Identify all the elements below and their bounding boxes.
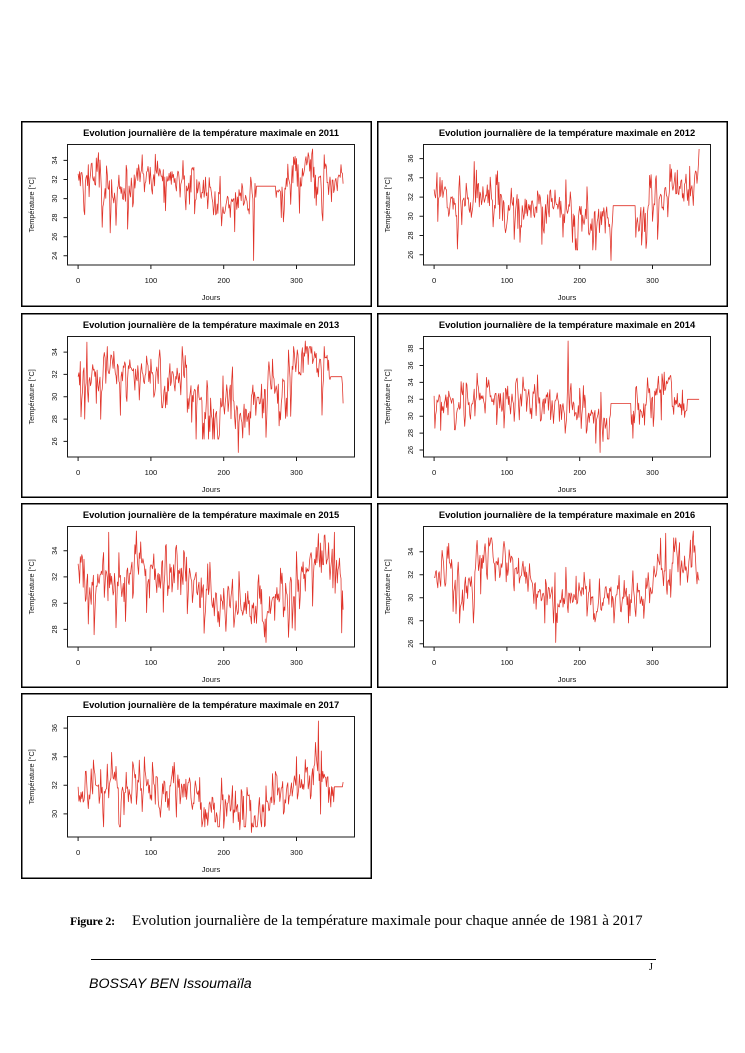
svg-text:Température [°C]: Température [°C]: [27, 749, 36, 804]
svg-text:300: 300: [290, 848, 303, 857]
svg-text:30: 30: [406, 412, 415, 420]
svg-text:34: 34: [50, 547, 59, 555]
svg-text:28: 28: [406, 231, 415, 239]
svg-text:32: 32: [50, 573, 59, 581]
svg-text:34: 34: [50, 348, 59, 356]
svg-text:100: 100: [145, 276, 158, 285]
svg-text:100: 100: [501, 276, 514, 285]
svg-text:100: 100: [501, 468, 514, 477]
svg-text:36: 36: [406, 155, 415, 163]
svg-text:Température [°C]: Température [°C]: [27, 177, 36, 232]
svg-text:32: 32: [50, 781, 59, 789]
svg-text:300: 300: [646, 468, 659, 477]
svg-text:0: 0: [76, 468, 80, 477]
svg-text:300: 300: [646, 276, 659, 285]
svg-text:Jours: Jours: [558, 675, 577, 684]
svg-text:28: 28: [406, 429, 415, 437]
svg-text:Température [°C]: Température [°C]: [27, 559, 36, 614]
svg-text:36: 36: [406, 361, 415, 369]
svg-text:30: 30: [50, 810, 59, 818]
svg-text:Evolution journalière de la te: Evolution journalière de la température …: [83, 127, 339, 138]
svg-text:32: 32: [50, 175, 59, 183]
svg-text:100: 100: [145, 848, 158, 857]
svg-text:26: 26: [50, 233, 59, 241]
svg-text:Evolution journalière de la te: Evolution journalière de la température …: [83, 699, 339, 710]
svg-text:26: 26: [406, 251, 415, 259]
svg-text:300: 300: [290, 276, 303, 285]
svg-text:200: 200: [573, 468, 586, 477]
svg-text:30: 30: [50, 393, 59, 401]
svg-text:0: 0: [76, 658, 80, 667]
svg-text:26: 26: [406, 446, 415, 454]
svg-text:28: 28: [50, 625, 59, 633]
svg-text:32: 32: [406, 571, 415, 579]
svg-text:Jours: Jours: [558, 293, 577, 302]
svg-text:200: 200: [217, 658, 230, 667]
svg-text:Jours: Jours: [202, 675, 221, 684]
svg-text:34: 34: [406, 174, 415, 182]
svg-text:Température [°C]: Température [°C]: [27, 369, 36, 424]
svg-text:Jours: Jours: [202, 865, 221, 874]
svg-text:Evolution journalière de la te: Evolution journalière de la température …: [439, 319, 696, 330]
svg-text:200: 200: [573, 658, 586, 667]
svg-text:200: 200: [217, 848, 230, 857]
svg-text:0: 0: [432, 468, 436, 477]
svg-text:Jours: Jours: [202, 293, 221, 302]
svg-text:26: 26: [50, 437, 59, 445]
svg-text:32: 32: [406, 395, 415, 403]
svg-text:26: 26: [406, 640, 415, 648]
svg-text:300: 300: [646, 658, 659, 667]
svg-text:38: 38: [406, 345, 415, 353]
svg-text:28: 28: [50, 214, 59, 222]
svg-text:Jours: Jours: [558, 485, 577, 494]
svg-text:Jours: Jours: [202, 485, 221, 494]
svg-text:34: 34: [50, 753, 59, 761]
svg-text:32: 32: [406, 193, 415, 201]
svg-text:34: 34: [406, 548, 415, 556]
svg-text:100: 100: [145, 658, 158, 667]
svg-text:Evolution journalière de la te: Evolution journalière de la température …: [439, 509, 695, 520]
svg-text:30: 30: [406, 594, 415, 602]
svg-text:Température [°C]: Température [°C]: [383, 177, 392, 232]
svg-text:300: 300: [290, 658, 303, 667]
svg-text:0: 0: [76, 276, 80, 285]
svg-text:30: 30: [50, 599, 59, 607]
svg-text:Température [°C]: Température [°C]: [383, 369, 392, 424]
svg-text:Evolution journalière de la te: Evolution journalière de la température …: [83, 509, 339, 520]
svg-text:200: 200: [573, 276, 586, 285]
svg-text:100: 100: [145, 468, 158, 477]
svg-text:Température [°C]: Température [°C]: [383, 559, 392, 614]
svg-text:200: 200: [217, 276, 230, 285]
svg-text:34: 34: [406, 378, 415, 386]
svg-text:24: 24: [50, 252, 59, 260]
svg-text:30: 30: [406, 212, 415, 220]
svg-text:28: 28: [50, 415, 59, 423]
svg-text:200: 200: [217, 468, 230, 477]
svg-text:100: 100: [501, 658, 514, 667]
svg-text:Evolution journalière de la te: Evolution journalière de la température …: [439, 127, 695, 138]
svg-text:32: 32: [50, 370, 59, 378]
svg-text:36: 36: [50, 724, 59, 732]
svg-text:34: 34: [50, 156, 59, 164]
svg-text:Evolution journalière de la te: Evolution journalière de la température …: [83, 319, 339, 330]
svg-text:300: 300: [290, 468, 303, 477]
svg-text:0: 0: [76, 848, 80, 857]
svg-text:0: 0: [432, 658, 436, 667]
svg-text:0: 0: [432, 276, 436, 285]
svg-text:28: 28: [406, 617, 415, 625]
svg-text:30: 30: [50, 195, 59, 203]
